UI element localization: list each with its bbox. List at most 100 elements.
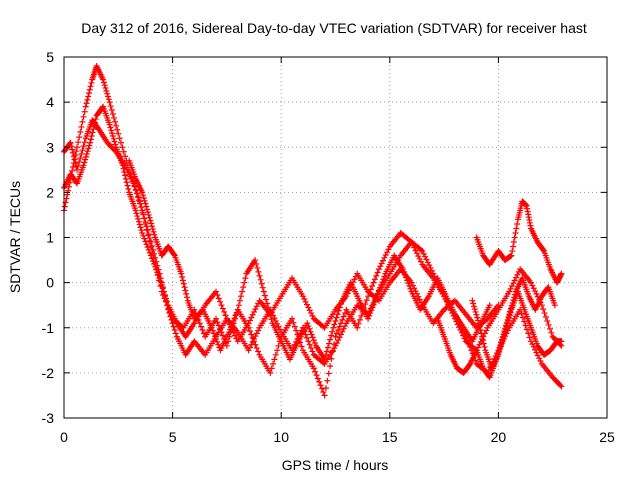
sample-marker bbox=[476, 323, 483, 330]
sample-marker bbox=[544, 317, 551, 324]
sample-marker bbox=[473, 311, 480, 318]
sample-marker bbox=[380, 257, 387, 264]
data-point-marker bbox=[486, 302, 493, 309]
sample-marker bbox=[104, 90, 111, 97]
sample-marker bbox=[256, 272, 263, 279]
sample-marker bbox=[218, 302, 225, 309]
x-axis-label: GPS time / hours bbox=[282, 457, 389, 473]
sample-marker bbox=[424, 259, 431, 266]
sample-marker bbox=[180, 280, 187, 287]
sample-marker bbox=[88, 79, 95, 86]
sample-marker bbox=[266, 308, 273, 315]
sample-marker bbox=[356, 316, 363, 323]
sample-marker bbox=[303, 301, 310, 308]
data-point-marker bbox=[365, 315, 372, 322]
sample-marker bbox=[143, 241, 150, 248]
data-point-marker bbox=[145, 211, 152, 218]
sample-marker bbox=[495, 347, 502, 354]
data-point-marker bbox=[267, 369, 274, 376]
sample-marker bbox=[529, 282, 536, 289]
series-track-5 bbox=[473, 198, 565, 286]
sample-marker bbox=[251, 336, 258, 343]
sample-marker bbox=[272, 317, 279, 324]
sample-marker bbox=[427, 264, 434, 271]
sample-marker bbox=[78, 151, 85, 158]
sample-marker bbox=[374, 269, 381, 276]
sample-marker bbox=[312, 368, 319, 375]
sample-marker bbox=[85, 145, 92, 152]
sample-marker bbox=[416, 255, 423, 262]
sample-marker bbox=[335, 337, 342, 344]
sample-marker bbox=[109, 132, 116, 139]
sample-marker bbox=[148, 223, 155, 230]
sample-marker bbox=[406, 283, 413, 290]
sample-marker bbox=[385, 246, 392, 253]
sample-marker bbox=[512, 229, 519, 236]
sample-marker bbox=[183, 290, 190, 297]
sample-marker bbox=[320, 389, 327, 396]
sample-marker bbox=[331, 321, 338, 328]
sample-marker bbox=[509, 299, 516, 306]
sample-marker bbox=[503, 319, 510, 326]
data-point-marker bbox=[139, 229, 146, 236]
sample-marker bbox=[76, 134, 83, 141]
data-point-marker bbox=[213, 288, 220, 295]
sample-marker bbox=[228, 323, 235, 330]
sample-marker bbox=[151, 250, 158, 257]
sample-marker bbox=[267, 312, 274, 319]
data-point-marker bbox=[115, 130, 122, 137]
sample-marker bbox=[236, 297, 243, 304]
sample-marker bbox=[123, 179, 130, 186]
sample-marker bbox=[333, 330, 340, 337]
sample-marker bbox=[80, 113, 87, 120]
sample-marker bbox=[509, 248, 516, 255]
sample-marker bbox=[511, 277, 518, 284]
sample-marker bbox=[240, 284, 247, 291]
sample-marker bbox=[502, 325, 509, 332]
y-tick-label: -3 bbox=[42, 410, 55, 426]
sample-marker bbox=[80, 143, 87, 150]
sample-marker bbox=[525, 330, 532, 337]
sample-marker bbox=[172, 330, 179, 337]
sample-marker bbox=[225, 318, 232, 325]
sample-marker bbox=[503, 322, 510, 329]
sample-marker bbox=[238, 293, 245, 300]
sample-marker bbox=[337, 320, 344, 327]
sample-marker bbox=[497, 342, 504, 349]
sample-marker bbox=[144, 209, 151, 216]
sample-marker bbox=[373, 272, 380, 279]
data-point-marker bbox=[493, 356, 500, 363]
series-track-7 bbox=[434, 275, 558, 381]
data-point-marker bbox=[508, 252, 515, 259]
sample-marker bbox=[120, 165, 127, 172]
chart-title: Day 312 of 2016, Sidereal Day-to-day VTE… bbox=[81, 20, 587, 36]
sample-marker bbox=[514, 220, 521, 227]
sample-marker bbox=[83, 100, 90, 107]
plot-frame bbox=[63, 56, 608, 419]
x-tick-label: 5 bbox=[169, 429, 177, 445]
sample-marker bbox=[504, 316, 511, 323]
sample-marker bbox=[418, 258, 425, 265]
sample-marker bbox=[137, 200, 144, 207]
sample-marker bbox=[540, 246, 547, 253]
sample-marker bbox=[370, 279, 377, 286]
sample-marker bbox=[290, 319, 297, 326]
sample-marker bbox=[513, 225, 520, 232]
sample-marker bbox=[170, 251, 177, 258]
sample-marker bbox=[375, 287, 382, 294]
data-point-marker bbox=[82, 103, 89, 110]
sample-marker bbox=[483, 327, 490, 334]
sample-marker bbox=[232, 312, 239, 319]
sample-marker bbox=[214, 292, 221, 299]
sample-marker bbox=[149, 226, 156, 233]
data-point-marker bbox=[375, 266, 382, 273]
sample-marker bbox=[148, 242, 155, 249]
sample-marker bbox=[215, 341, 222, 348]
sample-marker bbox=[472, 308, 479, 315]
sample-marker bbox=[134, 213, 141, 220]
sample-marker bbox=[81, 108, 88, 115]
sample-marker bbox=[105, 96, 112, 103]
sample-marker bbox=[164, 298, 171, 305]
sample-marker bbox=[311, 339, 318, 346]
data-point-marker bbox=[558, 270, 565, 277]
